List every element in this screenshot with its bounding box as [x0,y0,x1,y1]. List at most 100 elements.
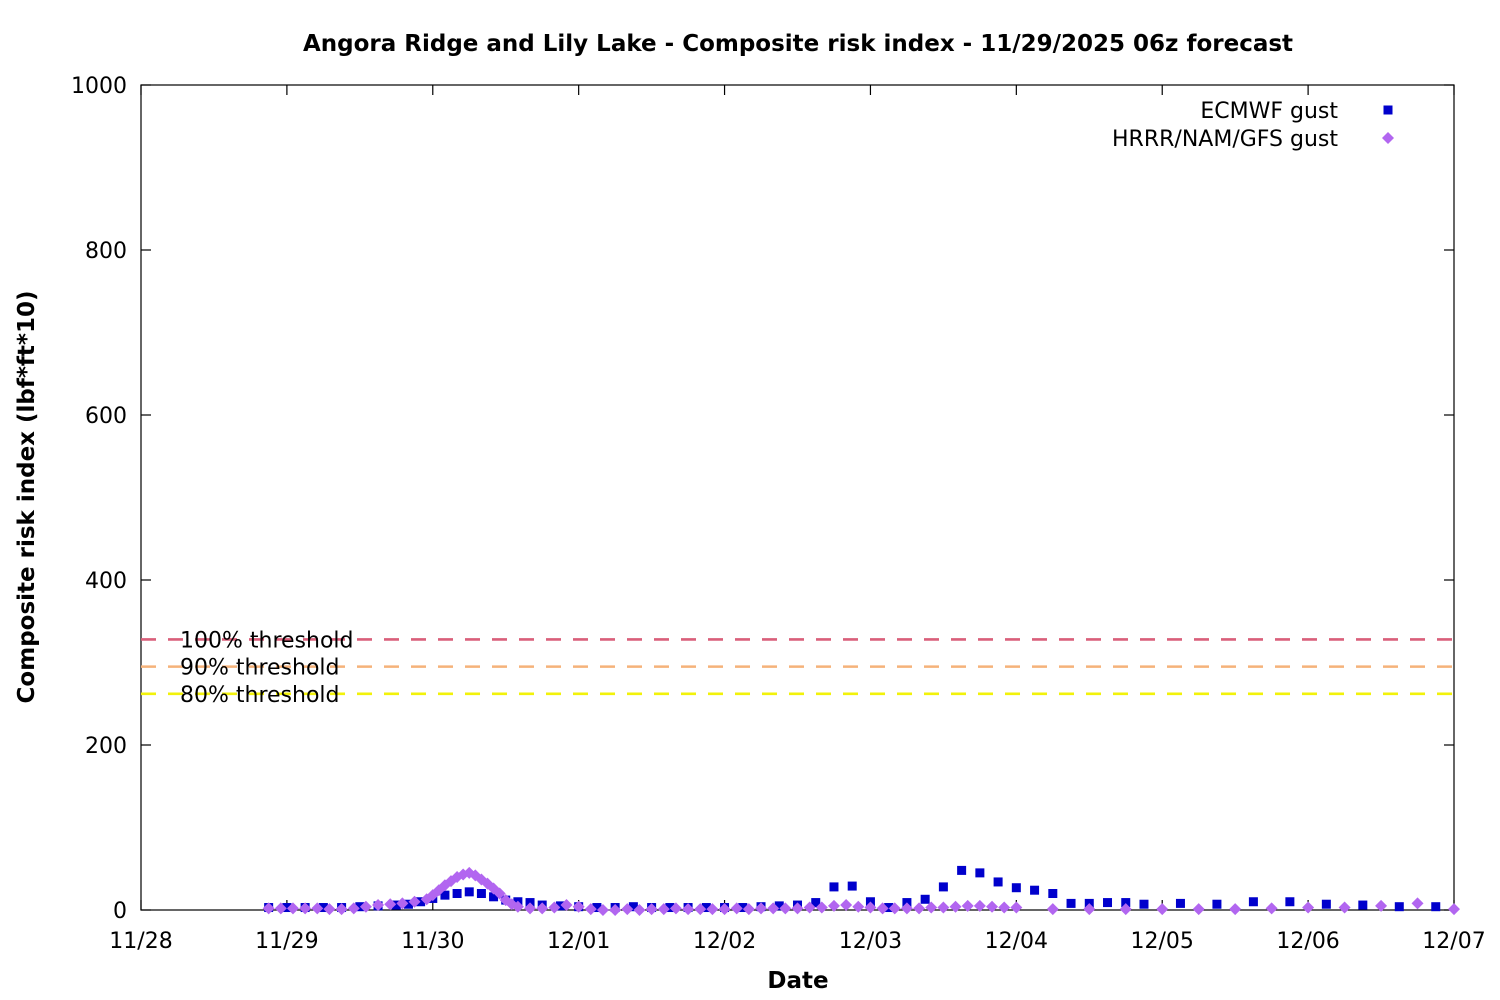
hrrr-point [1338,901,1351,914]
ecmwf-point [701,903,711,913]
hrrr-point [718,903,731,916]
ecmwf-point [1248,897,1258,907]
hrrr-point [347,902,360,915]
hrrr-point [274,902,287,915]
ecmwf-point [829,882,839,892]
ecmwf-point [847,881,857,891]
x-tick-label: 11/30 [401,929,464,954]
x-tick-label: 12/02 [693,929,756,954]
ecmwf-point [476,889,486,898]
hrrr-point [1302,901,1315,914]
hrrr-point [536,902,549,915]
hrrr-point [815,901,828,914]
x-axis: 11/28 11/29 11/30 12/01 12/02 12/03 12/04 12/05… [109,85,1486,954]
hrrr-point [493,887,506,900]
hrrr-point [840,899,853,912]
ecmwf-point [1394,902,1404,912]
hrrr-point [1411,897,1424,910]
hrrr-point [937,901,950,914]
hrrr-point [742,903,755,916]
hrrr-point [1375,899,1388,912]
hrrr-point [913,902,926,915]
legend: ECMWF gust HRRR/NAM/GFS gust [1112,99,1394,152]
x-tick-label: 12/06 [1276,929,1339,954]
hrrr-point [694,903,707,916]
hrrr-point [1156,903,1169,916]
legend-label: ECMWF gust [1200,99,1338,124]
ecmwf-point [628,902,638,912]
hrrr-point [876,902,889,915]
ecmwf-point [1212,899,1222,909]
ecmwf-point [1011,883,1021,893]
hrrr-point [560,899,573,912]
hrrr-point [1265,902,1278,915]
hrrr-point [359,900,372,913]
ecmwf-point [1285,897,1295,907]
x-axis-label: Date [767,968,828,994]
ecmwf-point [1358,900,1368,910]
plot-border [140,84,1455,911]
hrrr-point [584,903,597,916]
ecmwf-point [440,890,450,900]
ecmwf-point [355,902,365,912]
hrrr-point [633,904,646,916]
data-series [262,865,1460,916]
hrrr-point [408,895,421,908]
hrrr-point [524,902,537,915]
hrrr-point [645,903,658,916]
hrrr-point [323,903,336,916]
hrrr-point [755,902,768,915]
hrrr-point [791,902,804,915]
hrrr-point [372,899,385,912]
ecmwf-point [489,892,499,902]
hrrr-point [1229,903,1242,916]
x-tick-label: 12/03 [839,929,902,954]
ecmwf-point [811,898,821,908]
hrrr-point [779,902,792,915]
y-axis: 0 200 400 600 800 1000 [71,74,1454,924]
ecmwf-point [665,903,675,913]
hrrr-point [1046,903,1059,916]
threshold-label: 90% threshold [180,656,340,681]
hrrr-point [548,901,561,914]
threshold-label: 80% threshold [180,683,340,708]
hrrr-point [1010,901,1023,914]
ecmwf-point [416,897,426,907]
hrrr-point [396,897,409,910]
x-tick-label: 12/01 [547,929,610,954]
x-tick-label: 12/07 [1422,929,1485,954]
hrrr-point [384,898,397,911]
ecmwf-point [1383,105,1393,115]
ecmwf-point [1121,898,1131,908]
x-tick-label: 12/05 [1131,929,1194,954]
hrrr-point [961,899,974,912]
ecmwf-point [1321,899,1331,909]
ecmwf-point [920,894,930,904]
hrrr-point [852,900,865,913]
hrrr-point [511,900,524,913]
ecmwf-point [884,903,894,913]
ecmwf-point [1431,902,1441,912]
hrrr-point [669,902,682,915]
hrrr-point [682,903,695,916]
threshold-label: 100% threshold [180,628,354,653]
plot-area [140,84,1455,911]
ecmwf-point [1175,898,1185,908]
hrrr-point [609,904,622,916]
ecmwf-point [738,903,748,913]
hrrr-point [998,901,1011,914]
hrrr-point [596,904,609,916]
legend-label: HRRR/NAM/GFS gust [1112,127,1338,152]
ecmwf-point [403,899,413,909]
ecmwf-point [1048,889,1058,898]
hrrr-point [286,902,299,915]
hrrr-point [888,902,901,915]
hrrr-point [572,900,585,913]
hrrr-point [1083,903,1096,916]
hrrr-point [1192,903,1205,916]
hrrr-point [827,899,840,912]
hrrr-point [1119,903,1132,916]
hrrr-point [767,902,780,915]
